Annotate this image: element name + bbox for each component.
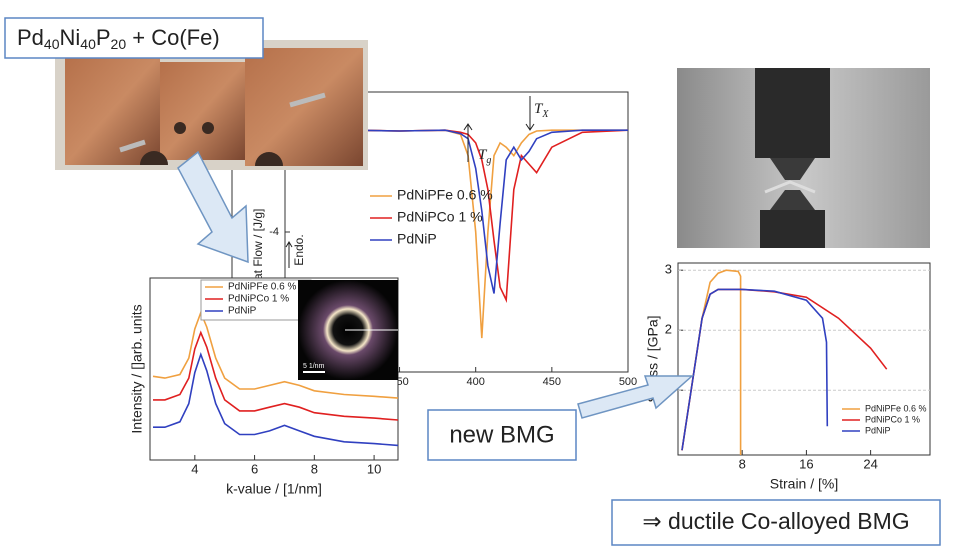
series-line [153,351,399,447]
xrd-chart: 4 6 8 10 k-value / [1/nm] Intensity / []arb. … [129,277,399,497]
x-tick-label: 16 [799,456,813,471]
tx-arrow [525,96,535,131]
result-box [611,499,941,546]
x-axis-label: k-value / [1/nm] [226,481,322,497]
x-tick-label: 450 [543,376,561,388]
series-line [152,310,399,399]
x-tick-label: 400 [467,376,485,388]
series-line [153,330,399,421]
tx-annotation: TX [534,101,549,120]
tg-annotation: Tg [478,147,491,166]
title-part: Ni [60,25,81,50]
title-box [4,17,264,59]
arrow [577,375,694,419]
x-axis-label: Strain / [%] [770,476,838,492]
y-axis-label: Intensity / []arb. units [129,304,145,433]
legend-label: PdNiPFe 0.6 % [228,282,296,293]
x-tick-label: 4 [191,461,198,476]
legend-label: PdNiPFe 0.6 % [397,187,493,203]
result-text: ⇒ ductile Co-alloyed BMG [642,508,909,534]
mold-photo [55,40,368,170]
tg-arrow [463,123,473,162]
x-tick-label: 8 [739,456,746,471]
legend-label: PdNiPCo 1 % [228,294,289,305]
legend-label: PdNiP [865,425,891,435]
new-text: new BMG [449,421,554,448]
endo-arrow [285,241,293,268]
title-part: + Co(Fe) [126,25,220,50]
series-line [681,288,829,451]
tg-main: T [478,147,488,163]
subscript: 40 [44,36,60,52]
x-tick-label: 6 [251,461,258,476]
legend-label: PdNiPFe 0.6 % [865,403,927,413]
subscript: 40 [80,36,96,52]
legend-label: PdNiPCo 1 % [865,414,920,424]
title-part: P [96,25,111,50]
legend-label: PdNiP [397,231,437,247]
x-tick-label: 24 [863,456,877,471]
y-tick-label: -4 [269,226,279,238]
tx-sub: X [541,109,549,120]
title-text: Pd40Ni40P20 + Co(Fe) [17,25,220,52]
x-tick-label: 500 [619,376,637,388]
new-box [427,409,577,461]
plot-frame [677,262,931,456]
arrow [177,150,249,264]
y-tick-label: 2 [665,322,672,337]
stress-strain-chart: 81624123Strain / [%]Stress / [GPa]PdNiPF… [645,262,931,492]
x-tick-label: 10 [367,461,381,476]
x-tick-label: 8 [311,461,318,476]
scale-label: 5 1/nm [303,363,325,370]
y-axis-label: Heat Flow / [J/g] [251,209,265,296]
tx-main: T [534,101,544,117]
title-part: Pd [17,25,44,50]
subscript: 20 [111,36,127,52]
legend-label: PdNiP [228,306,257,317]
y-tick-label: 3 [665,262,672,277]
bending-photo [677,68,930,248]
tg-sub: g [486,155,491,166]
endo-label: Endo. [292,234,306,265]
legend-label: PdNiPCo 1 % [397,209,483,225]
